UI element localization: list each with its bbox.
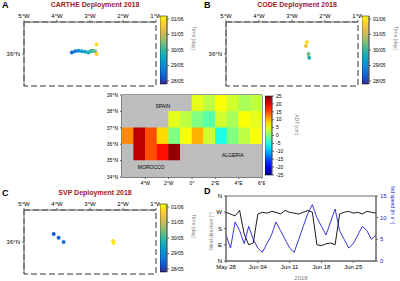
svg-text:36°N: 36°N (8, 239, 20, 245)
svg-text:May 28: May 28 (216, 264, 236, 270)
svg-text:38°N: 38°N (107, 108, 119, 114)
svg-text:30/05: 30/05 (171, 235, 184, 241)
svg-text:5: 5 (276, 124, 279, 130)
svg-text:28/05: 28/05 (373, 78, 386, 84)
svg-text:30/05: 30/05 (373, 47, 386, 53)
svg-text:-5: -5 (276, 140, 281, 146)
svg-text:Jun 04: Jun 04 (249, 264, 268, 270)
svg-text:Wind speed (m s⁻¹): Wind speed (m s⁻¹) (390, 186, 392, 225)
html-text:CODE Deployment 2018: CODE Deployment 2018 (257, 1, 337, 8)
svg-text:3°W: 3°W (286, 13, 298, 19)
svg-text:Time (day): Time (day) (191, 26, 197, 50)
svg-text:31/05: 31/05 (171, 219, 184, 225)
svg-text:36°N: 36°N (8, 51, 20, 57)
svg-text:ALGERIA: ALGERIA (222, 152, 244, 158)
svg-text:W: W (216, 209, 222, 215)
svg-text:Jun 11: Jun 11 (281, 264, 299, 270)
svg-text:N: N (218, 258, 222, 264)
svg-text:01/06: 01/06 (171, 204, 184, 210)
svg-text:37°N: 37°N (107, 125, 119, 131)
svg-text:1°W: 1°W (150, 13, 160, 19)
svg-text:2°W: 2°W (164, 180, 174, 186)
svg-text:28/05: 28/05 (171, 266, 184, 272)
svg-text:-10: -10 (276, 148, 283, 154)
svg-text:5°W: 5°W (220, 13, 232, 19)
html-text:A: A (2, 0, 9, 10)
svg-text:15: 15 (276, 109, 282, 115)
svg-text:36°N: 36°N (107, 141, 119, 147)
svg-text:34°N: 34°N (107, 174, 119, 180)
svg-text:-20: -20 (276, 164, 283, 170)
svg-text:1°W: 1°W (150, 201, 160, 207)
svg-text:4°E: 4°E (235, 180, 244, 186)
svg-text:1°W: 1°W (352, 13, 362, 19)
svg-text:2°W: 2°W (319, 13, 331, 19)
svg-text:3°W: 3°W (84, 13, 96, 19)
svg-text:4°W: 4°W (253, 13, 265, 19)
svg-text:29/05: 29/05 (373, 62, 386, 68)
svg-text:Jun 18: Jun 18 (312, 264, 331, 270)
svg-text:31/05: 31/05 (171, 31, 184, 37)
svg-text:35°N: 35°N (107, 157, 119, 163)
svg-text:4°W: 4°W (51, 13, 63, 19)
svg-text:01/06: 01/06 (171, 16, 184, 22)
svg-text:25: 25 (276, 93, 282, 99)
svg-text:5: 5 (380, 236, 384, 242)
svg-text:0: 0 (380, 258, 384, 264)
svg-text:31/05: 31/05 (373, 31, 386, 37)
svg-text:29/05: 29/05 (171, 250, 184, 256)
svg-text:SPAIN: SPAIN (156, 103, 171, 109)
svg-text:3°W: 3°W (84, 201, 96, 207)
svg-text:30/05: 30/05 (171, 47, 184, 53)
svg-text:2°W: 2°W (117, 13, 129, 19)
svg-text:29/05: 29/05 (171, 62, 184, 68)
svg-text:10: 10 (276, 116, 282, 122)
html-text:D: D (204, 186, 211, 196)
svg-text:Jun 25: Jun 25 (344, 264, 363, 270)
svg-text:-15: -15 (276, 156, 283, 162)
svg-text:01/06: 01/06 (373, 16, 386, 22)
svg-text:4°W: 4°W (51, 201, 63, 207)
svg-text:39°N: 39°N (107, 92, 119, 98)
html-text:SVP Deployment 2018: SVP Deployment 2018 (58, 189, 132, 196)
svg-text:2°W: 2°W (117, 201, 129, 207)
svg-text:MOROCCO: MOROCCO (138, 164, 165, 170)
svg-text:20: 20 (276, 101, 282, 107)
svg-text:4°W: 4°W (141, 180, 151, 186)
svg-text:N: N (218, 193, 222, 199)
svg-text:5°W: 5°W (18, 201, 30, 207)
html-text:B: B (204, 0, 211, 10)
svg-text:15: 15 (380, 193, 387, 199)
html-text:CARTHE Deployment 2018: CARTHE Deployment 2018 (50, 1, 140, 8)
svg-text:10: 10 (380, 215, 387, 221)
svg-text:E: E (218, 242, 222, 248)
svg-text:28/05: 28/05 (171, 78, 184, 84)
svg-text:36°N: 36°N (209, 51, 222, 57)
svg-text:Wind direction (°): Wind direction (°) (208, 212, 214, 251)
svg-text:2018: 2018 (294, 275, 308, 281)
svg-text:2°E: 2°E (211, 180, 220, 186)
svg-text:S: S (218, 226, 222, 232)
svg-text:-25: -25 (276, 172, 283, 178)
svg-text:6°E: 6°E (258, 180, 265, 186)
svg-text:5°W: 5°W (18, 13, 30, 19)
svg-text:ADT (cm): ADT (cm) (294, 114, 300, 136)
svg-text:Time (day): Time (day) (191, 214, 197, 238)
svg-text:0°: 0° (190, 180, 195, 186)
html-text:C: C (2, 188, 9, 198)
svg-text:0: 0 (276, 132, 279, 138)
